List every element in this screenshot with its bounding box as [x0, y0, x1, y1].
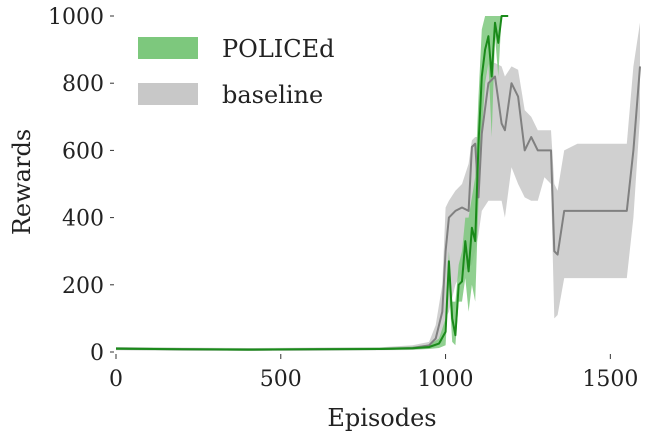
y-tick-label: 600	[62, 139, 104, 164]
x-tick-label: 500	[260, 367, 302, 392]
x-axis: 0 500 1000 1500	[109, 354, 638, 392]
y-tick-label: 200	[62, 274, 104, 299]
x-axis-title: Episodes	[327, 404, 436, 432]
confidence-bands	[116, 16, 640, 351]
x-tick-label: 1500	[582, 367, 638, 392]
legend: POLICEd baseline	[138, 35, 335, 109]
legend-swatch-baseline	[138, 83, 198, 105]
y-tick-label: 0	[90, 341, 104, 366]
legend-swatch-policed	[138, 37, 198, 59]
legend-label-policed: POLICEd	[222, 35, 335, 63]
x-tick-label: 1000	[418, 367, 474, 392]
line-baseline	[115, 66, 641, 351]
series-lines	[115, 15, 641, 351]
y-tick-label: 1000	[48, 5, 104, 30]
y-axis: 0 200 400 600 800 1000	[48, 5, 114, 366]
legend-label-baseline: baseline	[222, 81, 323, 109]
line-policed	[115, 15, 509, 351]
y-axis-title: Rewards	[8, 129, 36, 235]
band-baseline	[116, 22, 640, 351]
y-tick-label: 800	[62, 72, 104, 97]
y-tick-label: 400	[62, 207, 104, 232]
x-tick-label: 0	[109, 367, 123, 392]
